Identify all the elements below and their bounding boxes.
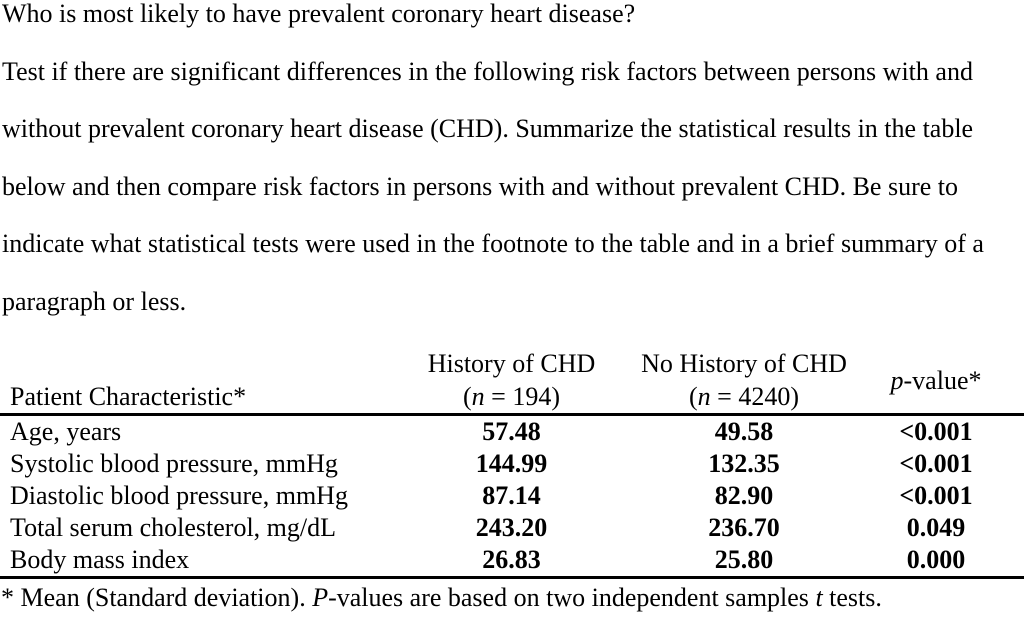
question-line-5: indicate what statistical tests were use… (2, 229, 984, 259)
n-count: = 194) (484, 381, 560, 411)
cell-no-chd-mean: 132.35 (708, 448, 780, 478)
cell-chd-mean: 87.14 (482, 480, 541, 510)
header-history-of-chd-n: (n = 194) (420, 380, 603, 413)
cell-no-chd-mean: 82.90 (714, 480, 774, 510)
question-text: Who is most likely to have prevalent cor… (2, 0, 984, 316)
footnote-segment: * Mean (Standard deviation). (1, 582, 313, 612)
header-row: Patient Characteristic* History of CHD (… (0, 346, 1024, 416)
n-count: = 4240) (710, 381, 799, 411)
cell-chd-mean: 57.48 (482, 416, 541, 446)
n-symbol: n (697, 381, 711, 411)
n-open-paren: ( (463, 381, 472, 411)
p-value-label: -value* (903, 365, 982, 395)
cell-no-chd-mean: 25.80 (714, 544, 774, 574)
p-symbol: p (890, 365, 904, 395)
cell-characteristic: Systolic blood pressure, mmHg (10, 448, 338, 478)
table-header: Patient Characteristic* History of CHD (… (0, 346, 1024, 416)
header-no-history-of-chd-n: (n = 4240) (615, 380, 873, 413)
table-row-bmi: Body mass index 26.83 25.80 0.000 (0, 544, 1024, 578)
cell-chd-mean: 243.20 (475, 512, 548, 542)
table-row-systolic-bp: Systolic blood pressure, mmHg 144.99 132… (0, 448, 1024, 480)
question-line-1: Who is most likely to have prevalent cor… (2, 0, 636, 28)
cell-p-value: <0.001 (899, 416, 973, 446)
cell-chd-mean: 26.83 (482, 544, 541, 574)
footnote-p-symbol: P (312, 582, 329, 612)
cell-characteristic: Diastolic blood pressure, mmHg (10, 480, 348, 510)
cell-p-value: 0.049 (906, 512, 966, 542)
cell-characteristic: Total serum cholesterol, mg/dL (10, 512, 336, 542)
n-open-paren: ( (689, 381, 698, 411)
table-body: Age, years 57.48 49.58 <0.001 Systolic b… (0, 414, 1024, 577)
table-footnote: * Mean (Standard deviation). P-values ar… (0, 581, 1024, 614)
table-row-diastolic-bp: Diastolic blood pressure, mmHg 87.14 82.… (0, 480, 1024, 512)
header-p-value: p-value* (873, 346, 1024, 416)
cell-no-chd-mean: 49.58 (714, 416, 774, 446)
cell-p-value: <0.001 (899, 480, 973, 510)
cell-p-value: <0.001 (899, 448, 973, 478)
question-line-6: paragraph or less. (2, 286, 187, 316)
cell-chd-mean: 144.99 (475, 448, 548, 478)
footnote-segment: -values are based on two independent sam… (328, 582, 816, 612)
table-row-cholesterol: Total serum cholesterol, mg/dL 243.20 23… (0, 512, 1024, 544)
cell-p-value: 0.000 (906, 544, 966, 574)
footnote-t-symbol: t (815, 582, 823, 612)
question-line-2: Test if there are significant difference… (2, 56, 973, 86)
cell-characteristic: Age, years (10, 416, 122, 446)
n-symbol: n (471, 381, 485, 411)
header-no-history-of-chd-label: No History of CHD (641, 348, 847, 378)
header-history-of-chd-label: History of CHD (427, 348, 596, 378)
question-line-4: below and then compare risk factors in p… (2, 171, 958, 201)
header-history-of-chd: History of CHD (n = 194) (420, 346, 603, 416)
header-patient-characteristic: Patient Characteristic* (0, 346, 420, 416)
cell-no-chd-mean: 236.70 (708, 512, 780, 542)
header-no-history-of-chd: No History of CHD (n = 4240) (603, 346, 873, 416)
results-table: Patient Characteristic* History of CHD (… (0, 346, 1024, 579)
question-line-3: without prevalent coronary heart disease… (2, 114, 974, 144)
cell-characteristic: Body mass index (10, 544, 190, 574)
footnote-segment: tests. (822, 582, 882, 612)
table-row-age: Age, years 57.48 49.58 <0.001 (0, 414, 1024, 448)
